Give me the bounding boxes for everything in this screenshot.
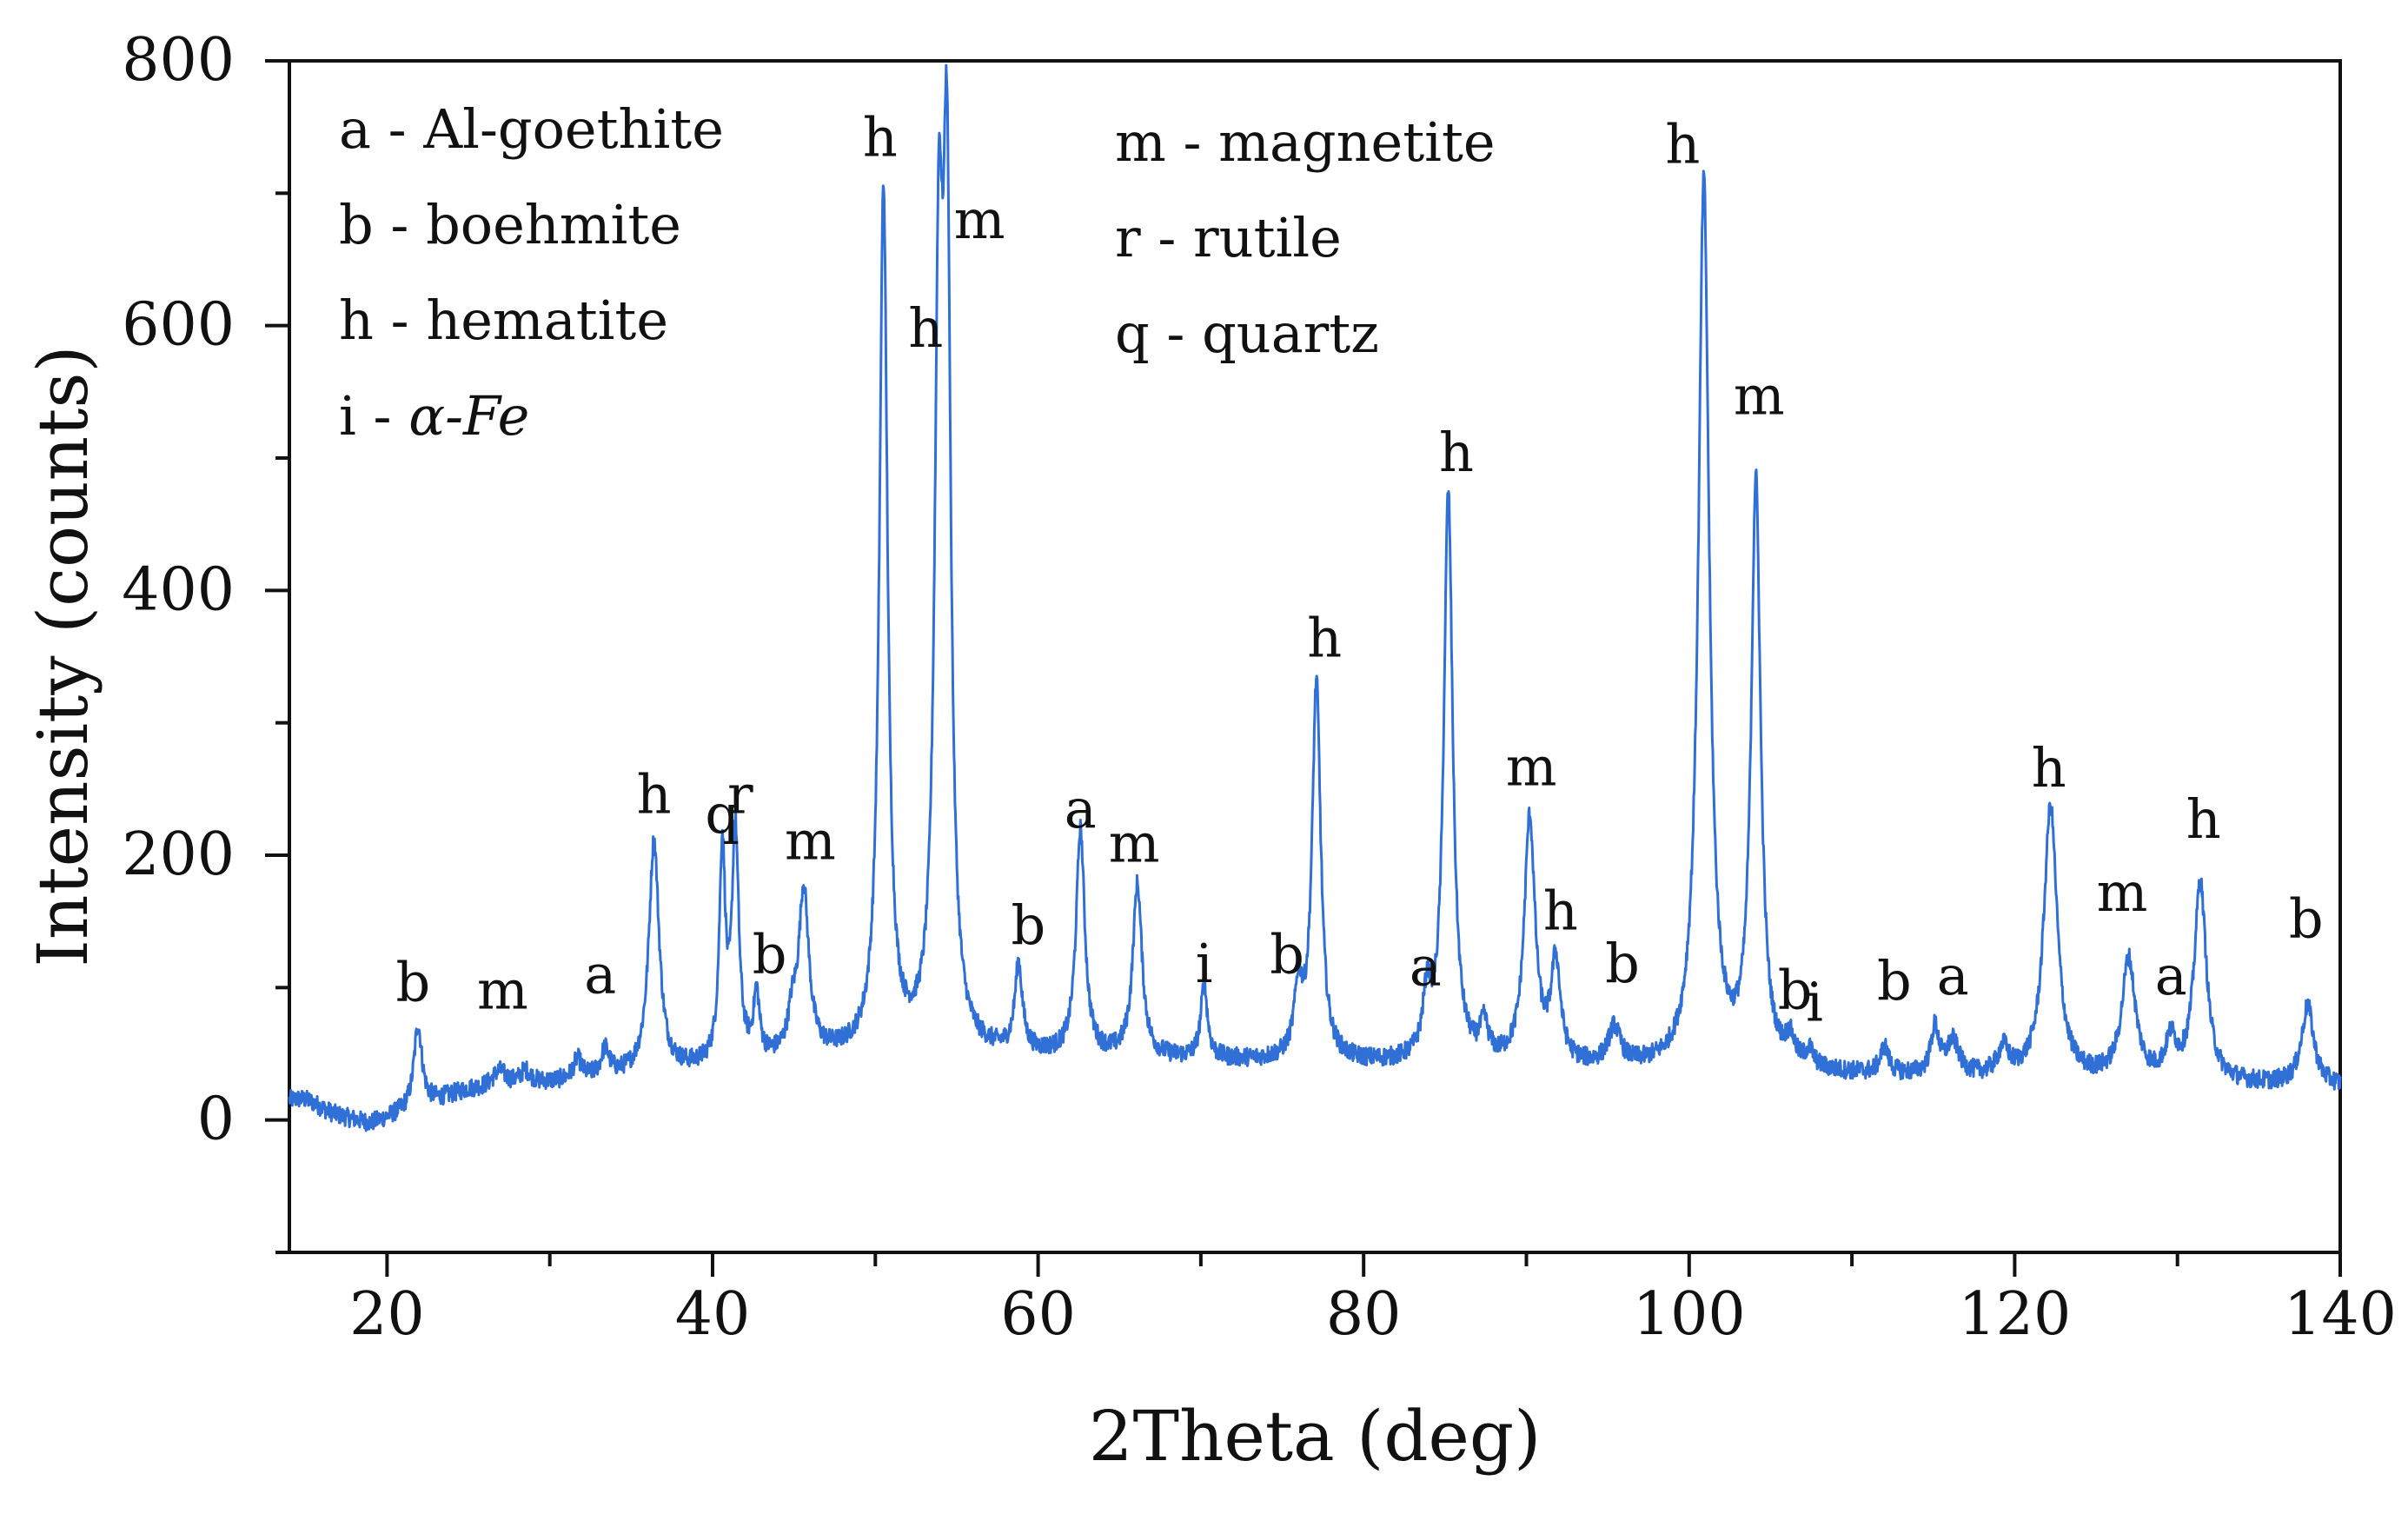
- peak-label: h: [1439, 421, 1474, 484]
- peak-label: i: [1806, 970, 1823, 1033]
- legend-right-item: m - magnetite: [1115, 110, 1496, 174]
- peak-label: h: [908, 296, 943, 360]
- x-tick-label: 120: [1958, 1280, 2071, 1349]
- x-tick-label: 20: [349, 1280, 425, 1349]
- peak-label: q: [705, 782, 740, 846]
- x-axis-title: 2Theta (deg): [1089, 1396, 1542, 1477]
- x-axis-ticks: 20 40 60 80 100 120 140: [349, 1252, 2397, 1349]
- peak-label: b: [1270, 923, 1304, 986]
- legend-left-item: i - α-Fe: [339, 384, 529, 448]
- legend-left-item: b - boehmite: [339, 193, 681, 256]
- peak-label: i: [1196, 932, 1213, 995]
- legend-name: quartz: [1202, 302, 1379, 365]
- y-tick-label: 0: [197, 1086, 235, 1154]
- plot-frame: [288, 59, 2342, 1254]
- peak-label: a: [2155, 944, 2187, 1007]
- legend-right-item: q - quartz: [1115, 302, 1379, 365]
- legend-key: h: [339, 289, 374, 352]
- legend-key: a: [339, 97, 371, 161]
- peak-label: a: [1410, 934, 1442, 998]
- peak-label: b: [1877, 949, 1912, 1013]
- peak-label: h: [863, 106, 898, 169]
- x-tick-label: 60: [1000, 1280, 1076, 1349]
- y-axis-title: Intensity (counts): [23, 345, 103, 966]
- peak-label: h: [637, 762, 672, 826]
- y-tick-label: 400: [122, 555, 235, 624]
- peak-label: b: [1011, 893, 1045, 957]
- peak-label: b: [2289, 886, 2324, 950]
- legend-name: hematite: [426, 289, 668, 352]
- legend-name: α-Fe: [408, 384, 529, 448]
- peak-label: h: [1543, 879, 1578, 942]
- peak-label: h: [1307, 607, 1342, 670]
- legend-key: m: [1115, 110, 1166, 174]
- legend-right: m - magnetite r - rutile q - quartz: [1115, 110, 1496, 365]
- x-tick-label: 40: [675, 1280, 751, 1349]
- peak-label: m: [477, 959, 528, 1022]
- legend-left-item: a - Al-goethite: [339, 97, 724, 161]
- x-tick-label: 80: [1326, 1280, 1402, 1349]
- y-tick-label: 800: [122, 26, 235, 95]
- peak-label: a: [584, 942, 616, 1006]
- x-tick-label: 140: [2284, 1280, 2397, 1349]
- peak-label: b: [1778, 959, 1813, 1022]
- legend-left-item: h - hematite: [339, 289, 668, 352]
- peak-label: m: [2097, 860, 2148, 924]
- legend-name: boehmite: [426, 193, 681, 256]
- legend-name: Al-goethite: [422, 97, 724, 161]
- y-tick-label: 600: [122, 291, 235, 360]
- peak-label: m: [1734, 364, 1785, 428]
- legend-right-item: r - rutile: [1115, 206, 1342, 269]
- legend-name: magnetite: [1218, 110, 1495, 174]
- peak-label: a: [1065, 777, 1097, 840]
- peak-label: r: [727, 762, 753, 826]
- peak-label: m: [954, 188, 1005, 251]
- spectrum-line: [288, 63, 2342, 1132]
- peak-label: h: [1665, 112, 1700, 176]
- peak-label: a: [1937, 944, 1969, 1007]
- peak-label: b: [753, 923, 787, 986]
- peak-label: m: [1109, 812, 1160, 875]
- peak-label: m: [1506, 734, 1557, 798]
- peak-label: b: [395, 951, 430, 1014]
- peak-label: m: [785, 809, 836, 873]
- legend-key: q: [1115, 302, 1150, 365]
- peak-label: b: [1605, 932, 1640, 995]
- legend-key: i: [339, 384, 356, 448]
- legend-key: r: [1115, 206, 1141, 269]
- y-tick-label: 200: [122, 820, 235, 889]
- x-tick-label: 100: [1633, 1280, 1746, 1349]
- peak-label: h: [2186, 787, 2221, 851]
- legend-name: rutile: [1193, 206, 1342, 269]
- legend-left: a - Al-goethite b - boehmite h - hematit…: [339, 97, 724, 448]
- peak-label: h: [2032, 736, 2066, 800]
- legend-key: b: [339, 193, 374, 256]
- y-axis-ticks: 0 200 400 600 800: [122, 26, 289, 1254]
